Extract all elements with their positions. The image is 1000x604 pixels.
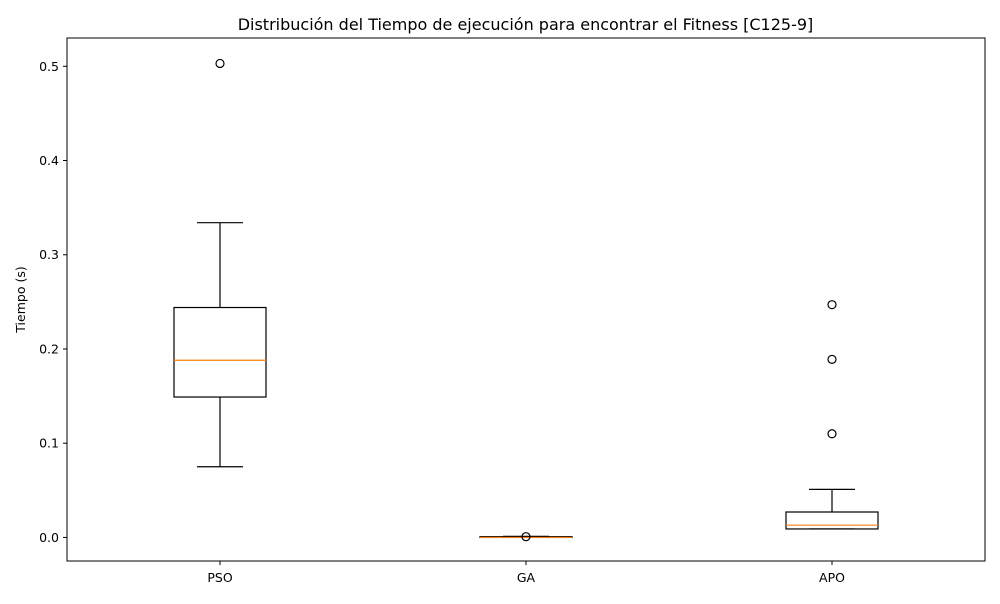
- y-tick-label: 0.0: [39, 530, 59, 545]
- box-iqr: [173, 306, 267, 398]
- x-tick-label: PSO: [207, 570, 232, 585]
- outlier-point: [827, 300, 837, 310]
- y-tick-label: 0.2: [39, 341, 59, 356]
- y-tick-label: 0.4: [39, 153, 59, 168]
- outlier-point: [827, 429, 837, 439]
- y-axis-label: Tiempo (s): [13, 266, 28, 333]
- plot-area: 0.0 0.1 0.2 0.3 0.4 0.5 PSO GA APO: [39, 37, 986, 585]
- outlier-point: [215, 58, 225, 69]
- y-tick-label: 0.1: [39, 436, 59, 451]
- outlier-point: [827, 354, 837, 364]
- chart-title: Distribución del Tiempo de ejecución par…: [238, 15, 814, 34]
- plot-frame: [66, 37, 986, 562]
- box-iqr: [785, 511, 879, 530]
- x-tick-label: GA: [517, 570, 536, 585]
- y-tick-label: 0.3: [39, 247, 59, 262]
- y-tick-label: 0.5: [39, 59, 59, 74]
- outlier-point: [521, 532, 531, 542]
- x-tick-label: APO: [819, 570, 845, 585]
